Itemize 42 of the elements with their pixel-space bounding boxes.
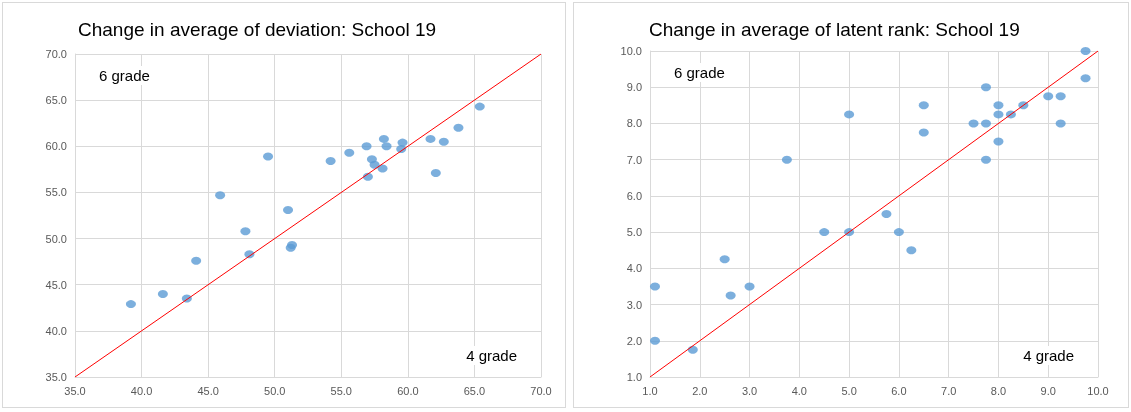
y-tick-label: 40.0 — [45, 324, 67, 337]
annotation: 6 grade — [674, 64, 725, 81]
y-tick-label: 50.0 — [45, 232, 67, 245]
chart-title: Change in average of deviation: School 19 — [78, 19, 437, 40]
y-tick-label: 70.0 — [45, 48, 67, 60]
y-tick-label: 60.0 — [45, 140, 67, 153]
y-tick-label: 5.0 — [626, 226, 642, 239]
x-tick-label: 50.0 — [264, 384, 286, 397]
chart-title: Change in average of latent rank: School 19 — [649, 19, 1020, 40]
y-tick-label: 3.0 — [626, 298, 642, 311]
x-tick-label: 8.0 — [990, 384, 1007, 397]
x-tick-label: 2.0 — [692, 384, 708, 397]
y-tick-label: 45.0 — [45, 278, 67, 291]
y-tick-label: 65.0 — [45, 94, 67, 107]
y-tick-label: 6.0 — [626, 189, 642, 202]
y-tick-label: 35.0 — [45, 371, 67, 383]
y-tick-label: 7.0 — [626, 153, 642, 166]
x-tick-label: 10.0 — [1087, 384, 1109, 397]
annotation: 6 grade — [99, 67, 150, 84]
x-tick-label: 7.0 — [941, 384, 957, 397]
x-tick-label: 35.0 — [64, 384, 86, 397]
x-tick-label: 40.0 — [130, 384, 153, 397]
x-tick-label: 5.0 — [841, 384, 857, 397]
x-tick-label: 55.0 — [330, 384, 352, 397]
x-tick-label: 45.0 — [197, 384, 219, 397]
x-tick-label: 60.0 — [397, 384, 419, 397]
y-tick-label: 8.0 — [626, 117, 642, 130]
y-tick-label: 10.0 — [620, 45, 642, 57]
x-tick-label: 9.0 — [1040, 384, 1056, 397]
x-tick-label: 65.0 — [463, 384, 486, 397]
x-tick-label: 1.0 — [642, 384, 658, 397]
y-tick-label: 1.0 — [626, 371, 642, 383]
x-tick-label: 70.0 — [530, 384, 552, 397]
annotation: 4 grade — [1023, 347, 1074, 364]
x-tick-label: 3.0 — [741, 384, 758, 397]
x-tick-label: 4.0 — [791, 384, 807, 397]
x-tick-label: 6.0 — [891, 384, 907, 397]
y-tick-label: 4.0 — [626, 262, 642, 275]
annotation: 4 grade — [466, 347, 517, 364]
y-tick-label: 2.0 — [626, 334, 642, 347]
y-tick-label: 55.0 — [45, 186, 67, 199]
y-tick-label: 9.0 — [626, 81, 642, 94]
